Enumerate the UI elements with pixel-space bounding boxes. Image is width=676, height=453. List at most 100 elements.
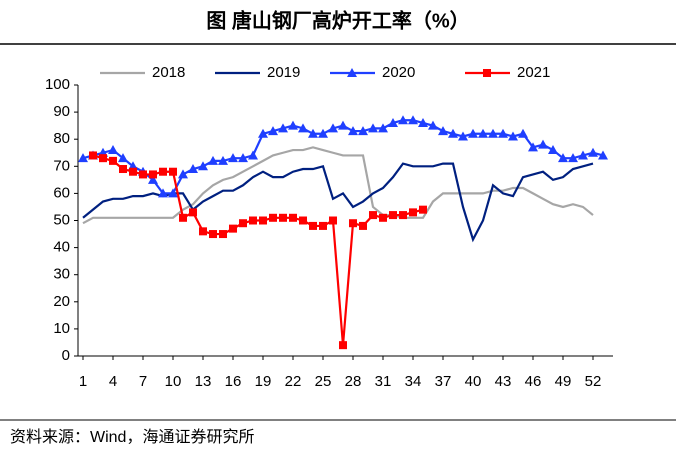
marker [278, 123, 288, 133]
x-tick-label: 34 [405, 373, 422, 390]
series-line [82, 119, 604, 195]
marker [359, 221, 367, 230]
x-tick-label: 49 [555, 373, 572, 390]
y-tick-label: 20 [53, 293, 70, 310]
marker [398, 115, 408, 125]
marker [309, 221, 317, 230]
y-tick-label: 0 [62, 347, 70, 364]
marker [208, 155, 218, 165]
marker [508, 131, 518, 141]
x-tick-label: 25 [315, 373, 332, 390]
x-tick-label: 7 [139, 373, 147, 390]
x-tick-label: 22 [285, 373, 302, 390]
x-tick-label: 1 [79, 373, 87, 390]
legend-marker [483, 69, 491, 77]
marker [588, 147, 598, 157]
x-tick-label: 19 [255, 373, 272, 390]
marker [408, 115, 418, 125]
legend-label: 2018 [152, 64, 185, 81]
marker [228, 153, 238, 163]
x-tick-label: 13 [195, 373, 212, 390]
marker [298, 123, 308, 133]
marker [418, 117, 428, 127]
x-tick-label: 43 [495, 373, 512, 390]
y-tick-label: 70 [53, 157, 70, 174]
marker [118, 153, 128, 163]
marker [229, 224, 237, 233]
x-tick-label: 31 [375, 373, 392, 390]
marker [239, 219, 247, 228]
marker [389, 211, 397, 220]
marker [548, 145, 558, 155]
marker [368, 123, 378, 133]
y-tick-label: 100 [45, 76, 70, 93]
marker [198, 161, 208, 171]
marker [488, 128, 498, 138]
marker [369, 211, 377, 220]
y-tick-label: 40 [53, 239, 70, 256]
marker [399, 211, 407, 220]
marker [308, 128, 318, 138]
x-tick-label: 37 [435, 373, 452, 390]
marker [388, 117, 398, 127]
marker [379, 213, 387, 222]
y-tick-label: 80 [53, 130, 70, 147]
marker [219, 230, 227, 239]
marker [179, 213, 187, 222]
y-tick-label: 60 [53, 184, 70, 201]
x-tick-label: 52 [585, 373, 602, 390]
marker [108, 145, 118, 155]
marker [438, 126, 448, 136]
marker [279, 213, 287, 222]
marker [199, 227, 207, 236]
marker [468, 128, 478, 138]
x-tick-label: 4 [109, 373, 117, 390]
y-tick-label: 30 [53, 266, 70, 283]
marker [149, 170, 157, 179]
marker [339, 341, 347, 350]
marker [178, 169, 188, 179]
series-line [92, 154, 424, 346]
marker [249, 216, 257, 225]
x-tick-label: 28 [345, 373, 362, 390]
y-tick-label: 50 [53, 211, 70, 228]
legend-label: 2019 [267, 64, 300, 81]
marker [578, 150, 588, 160]
marker [158, 188, 168, 198]
marker [448, 128, 458, 138]
series-line [82, 162, 594, 243]
marker [558, 153, 568, 163]
legend-marker [347, 68, 357, 77]
x-tick-label: 40 [465, 373, 482, 390]
marker [478, 128, 488, 138]
source: 资料来源：Wind，海通证券研究所 [10, 428, 254, 446]
marker [169, 167, 177, 176]
marker [99, 154, 107, 163]
marker [329, 216, 337, 225]
marker [349, 219, 357, 228]
marker [89, 151, 97, 160]
marker [238, 153, 248, 163]
marker [598, 150, 608, 160]
marker [129, 167, 137, 176]
marker [358, 126, 368, 136]
marker [159, 167, 167, 176]
marker [189, 208, 197, 217]
marker [498, 128, 508, 138]
marker [319, 221, 327, 230]
marker [538, 139, 548, 149]
marker [528, 142, 538, 152]
marker [78, 153, 88, 163]
marker [428, 120, 438, 130]
marker [139, 170, 147, 179]
marker [458, 131, 468, 141]
x-tick-label: 16 [225, 373, 242, 390]
marker [348, 126, 358, 136]
x-tick-label: 10 [165, 373, 182, 390]
chart-title: 图 唐山钢厂高炉开工率（%） [206, 8, 469, 32]
marker [109, 156, 117, 165]
legend-label: 2021 [517, 64, 550, 81]
marker [218, 155, 228, 165]
marker [289, 213, 297, 222]
